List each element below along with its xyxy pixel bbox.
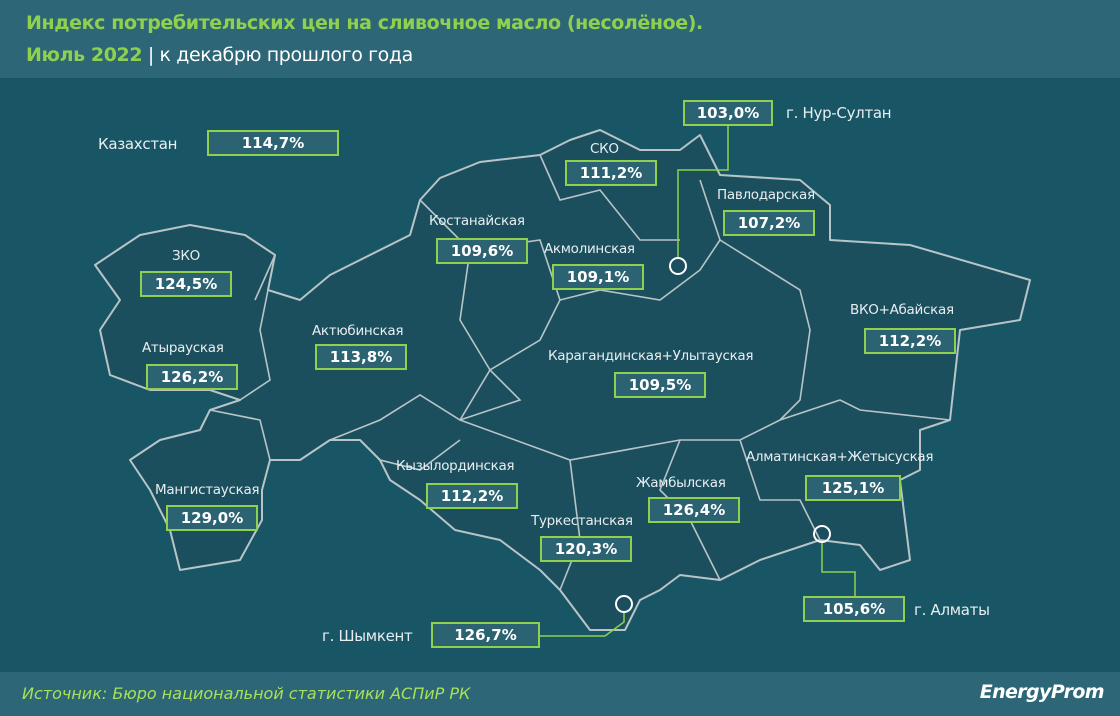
region-value-akmola: 109,1% [552,264,644,290]
header: Индекс потребительских цен на сливочное … [0,0,1120,78]
city-label-nur-sultan: г. Нур-Султан [786,104,892,122]
subtitle: к декабрю прошлого года [159,44,414,66]
chart-subtitle: Июль 2022 | к декабрю прошлого года [26,44,413,66]
region-label-pavlodar: Павлодарская [717,187,815,203]
region-value-zhambyl: 126,4% [648,497,740,523]
chart-title: Индекс потребительских цен на сливочное … [26,12,703,34]
city-label-shymkent: г. Шымкент [322,627,413,645]
region-label-kostanay: Костанайская [429,213,525,229]
region-label-almaty-region: Алматинская+Жетысуская [746,449,934,465]
region-value-vko: 112,2% [864,328,956,354]
region-value-almaty-region: 125,1% [805,475,901,501]
region-value-kostanay: 109,6% [436,238,528,264]
city-value-nur-sultan: 103,0% [683,100,773,126]
region-value-zko: 124,5% [140,271,232,297]
country-outline [94,129,1031,631]
shymkent-marker [615,595,633,613]
city-value-almaty: 105,6% [803,596,905,622]
country-label: Казахстан [98,135,178,153]
separator: | [147,44,154,66]
region-value-turkestan: 120,3% [540,536,632,562]
region-label-sko: СКО [590,141,619,157]
region-label-karaganda: Карагандинская+Улытауская [548,348,754,364]
region-label-kyzylorda: Кызылординская [396,458,515,474]
country-value: 114,7% [207,130,339,156]
city-leader-lines [540,125,856,637]
region-label-atyrau: Атырауская [142,340,224,356]
region-value-pavlodar: 107,2% [723,210,815,236]
region-value-mangistau: 129,0% [166,505,258,531]
region-label-vko: ВКО+Абайская [850,302,954,318]
region-label-aktobe: Актюбинская [312,323,404,339]
city-label-almaty: г. Алматы [914,601,990,619]
region-label-zhambyl: Жамбылская [636,475,726,491]
city-value-shymkent: 126,7% [431,622,540,648]
region-label-akmola: Акмолинская [544,241,635,257]
footer: Источник: Бюро национальной статистики А… [0,672,1120,716]
region-value-aktobe: 113,8% [315,344,407,370]
source-note: Источник: Бюро национальной статистики А… [22,684,471,703]
period: Июль 2022 [26,44,143,66]
region-label-mangistau: Мангистауская [155,482,260,498]
region-value-atyrau: 126,2% [146,364,238,390]
region-value-kyzylorda: 112,2% [426,483,518,509]
region-value-sko: 111,2% [565,160,657,186]
almaty-marker [813,525,831,543]
region-value-karaganda: 109,5% [614,372,706,398]
region-label-turkestan: Туркестанская [531,513,633,529]
energyprom-logo: EnergyProm [979,681,1105,703]
nur-sultan-marker [669,257,687,275]
region-label-zko: ЗКО [172,248,200,264]
